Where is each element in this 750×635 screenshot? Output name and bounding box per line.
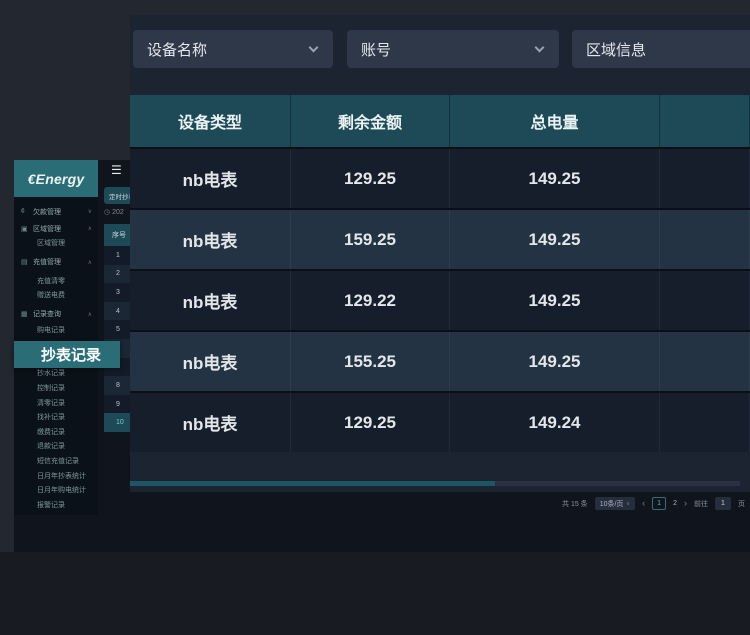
sidebar-item-alarm-record[interactable]: 报警记录 xyxy=(37,501,65,509)
magnified-panel: 设备名称 账号 区域信息 设备类型 剩余金额 总电量 nb电表 129.25 1… xyxy=(130,15,750,492)
table-row[interactable]: nb电表 159.25 149.25 xyxy=(130,208,750,269)
chevron-down-icon: ∨ xyxy=(626,500,631,507)
cell-total-energy: 149.25 xyxy=(450,332,660,391)
cell-device-type: nb电表 xyxy=(130,271,291,330)
sidebar-group-recharge[interactable]: ▤ 充值管理 ∧ xyxy=(14,254,98,271)
cell-remaining-amount: 129.22 xyxy=(291,271,450,330)
cell-total-energy: 149.25 xyxy=(450,149,660,208)
meter-reading-table: 设备类型 剩余金额 总电量 nb电表 129.25 149.25 nb电表 15… xyxy=(130,95,750,452)
next-page-button[interactable]: › xyxy=(684,498,687,508)
cell-total-energy: 149.24 xyxy=(450,393,660,452)
recharge-card-icon: ▤ xyxy=(21,259,28,267)
col-cutoff xyxy=(660,95,750,147)
cell-total-energy: 149.25 xyxy=(450,210,660,269)
chevron-down-icon xyxy=(534,42,545,53)
cell-total-energy: 149.25 xyxy=(450,271,660,330)
cell-cutoff xyxy=(660,210,750,269)
sidebar-group-label: 记录查询 xyxy=(33,311,61,319)
prev-page-button[interactable]: ‹ xyxy=(642,498,646,508)
goto-suffix: 页 xyxy=(738,500,745,508)
sidebar-group-records[interactable]: ▦ 记录查询 ∧ xyxy=(14,306,98,323)
sidebar-nav: ¢ 欠款管理 ∨ ▣ 区域管理 ∧ 区域管理 ▤ 充值管理 ∧ 充值清零 赠送电… xyxy=(14,197,98,513)
device-name-dropdown[interactable]: 设备名称 xyxy=(133,30,333,68)
sidebar-item-recharge-clear[interactable]: 充值清零 xyxy=(37,277,65,285)
chevron-down-icon: ∨ xyxy=(87,209,92,215)
chevron-up-icon: ∧ xyxy=(87,311,92,318)
account-dropdown[interactable]: 账号 xyxy=(347,30,559,68)
cell-device-type: nb电表 xyxy=(130,393,291,452)
payment-icon: ¢ xyxy=(21,208,25,215)
table-row[interactable]: nb电表 129.22 149.25 xyxy=(130,269,750,330)
col-device-type: 设备类型 xyxy=(130,95,291,147)
sidebar-item-purchase-record[interactable]: 购电记录 xyxy=(37,326,65,334)
region-info-dropdown-label: 区域信息 xyxy=(586,41,647,59)
page-1-button[interactable]: 1 xyxy=(652,497,667,510)
cell-device-type: nb电表 xyxy=(130,149,291,208)
sidebar-item-pay-record[interactable]: 缴费记录 xyxy=(37,428,65,436)
sidebar-item-refund-record[interactable]: 退款记录 xyxy=(37,443,65,451)
table-row[interactable]: nb电表 129.25 149.24 xyxy=(130,391,750,452)
goto-label: 前往 xyxy=(694,500,708,508)
region-icon: ▣ xyxy=(21,225,28,233)
sidebar-group-label: 充值管理 xyxy=(33,259,61,267)
sidebar-item-sms-recharge-record[interactable]: 短信充值记录 xyxy=(37,457,79,465)
sidebar-group-label: 区域管理 xyxy=(33,225,61,233)
horizontal-scrollbar[interactable] xyxy=(130,481,740,486)
scrollbar-thumb[interactable] xyxy=(130,481,495,486)
sidebar-group-payment[interactable]: ¢ 欠款管理 ∨ xyxy=(14,203,98,220)
menu-toggle-icon[interactable]: ☰ xyxy=(111,163,122,177)
clock-icon: ◷ xyxy=(104,209,111,216)
pagination-total: 共 15 条 xyxy=(562,500,588,508)
account-dropdown-label: 账号 xyxy=(361,41,392,59)
cell-cutoff xyxy=(660,271,750,330)
cell-device-type: nb电表 xyxy=(130,332,291,391)
page-size-label: 10条/页 xyxy=(599,500,624,508)
sidebar-group-label: 欠款管理 xyxy=(33,208,61,216)
sidebar-group-region[interactable]: ▣ 区域管理 ∧ xyxy=(14,220,98,237)
table-row[interactable]: nb电表 155.25 149.25 xyxy=(130,330,750,391)
sidebar: €Energy ¢ 欠款管理 ∨ ▣ 区域管理 ∧ 区域管理 ▤ 充值管理 ∧ xyxy=(14,160,98,515)
table-row[interactable]: nb电表 129.25 149.25 xyxy=(130,147,750,208)
sidebar-item-control-record[interactable]: 控制记录 xyxy=(37,384,65,392)
sidebar-item-meter-reading-highlighted[interactable]: 抄表记录 xyxy=(14,341,120,368)
cell-cutoff xyxy=(660,393,750,452)
device-name-dropdown-label: 设备名称 xyxy=(147,41,208,59)
chevron-up-icon: ∧ xyxy=(87,259,92,266)
cell-remaining-amount: 155.25 xyxy=(291,332,450,391)
col-remaining-amount: 剩余金额 xyxy=(291,95,450,147)
pagination: 共 15 条 10条/页 ∨ ‹ 1 2 › 前往 1 页 xyxy=(562,497,745,510)
date-picker[interactable]: ◷ 202 xyxy=(104,208,124,216)
cell-cutoff xyxy=(660,332,750,391)
cell-remaining-amount: 129.25 xyxy=(291,149,450,208)
cell-remaining-amount: 129.25 xyxy=(291,393,450,452)
sidebar-item-purchase-stats[interactable]: 日月年购电统计 xyxy=(37,487,86,495)
date-partial-text: 202 xyxy=(112,209,124,216)
chevron-down-icon xyxy=(308,42,319,53)
page-size-select[interactable]: 10条/页 ∨ xyxy=(594,497,636,510)
col-total-energy: 总电量 xyxy=(450,95,660,147)
cell-device-type: nb电表 xyxy=(130,210,291,269)
sidebar-item-gift-fee[interactable]: 赠送电费 xyxy=(37,292,65,300)
goto-page-input[interactable]: 1 xyxy=(715,497,731,510)
cell-remaining-amount: 159.25 xyxy=(291,210,450,269)
sidebar-item-clear-record[interactable]: 清零记录 xyxy=(37,399,65,407)
page-2-button[interactable]: 2 xyxy=(673,500,677,507)
sidebar-item-reading-stats[interactable]: 日月年抄表统计 xyxy=(37,472,86,480)
region-info-dropdown[interactable]: 区域信息 xyxy=(572,30,750,68)
chevron-up-icon: ∧ xyxy=(87,226,92,232)
records-icon: ▦ xyxy=(21,311,28,319)
sidebar-item-adjust-record[interactable]: 找补记录 xyxy=(37,414,65,422)
app-logo: €Energy xyxy=(14,160,98,197)
sidebar-item-water-reading[interactable]: 抄水记录 xyxy=(37,370,65,378)
bottom-band xyxy=(0,552,750,635)
table-header-row: 设备类型 剩余金额 总电量 xyxy=(130,95,750,147)
cell-cutoff xyxy=(660,149,750,208)
sidebar-item-region-manage[interactable]: 区域管理 xyxy=(37,240,65,247)
